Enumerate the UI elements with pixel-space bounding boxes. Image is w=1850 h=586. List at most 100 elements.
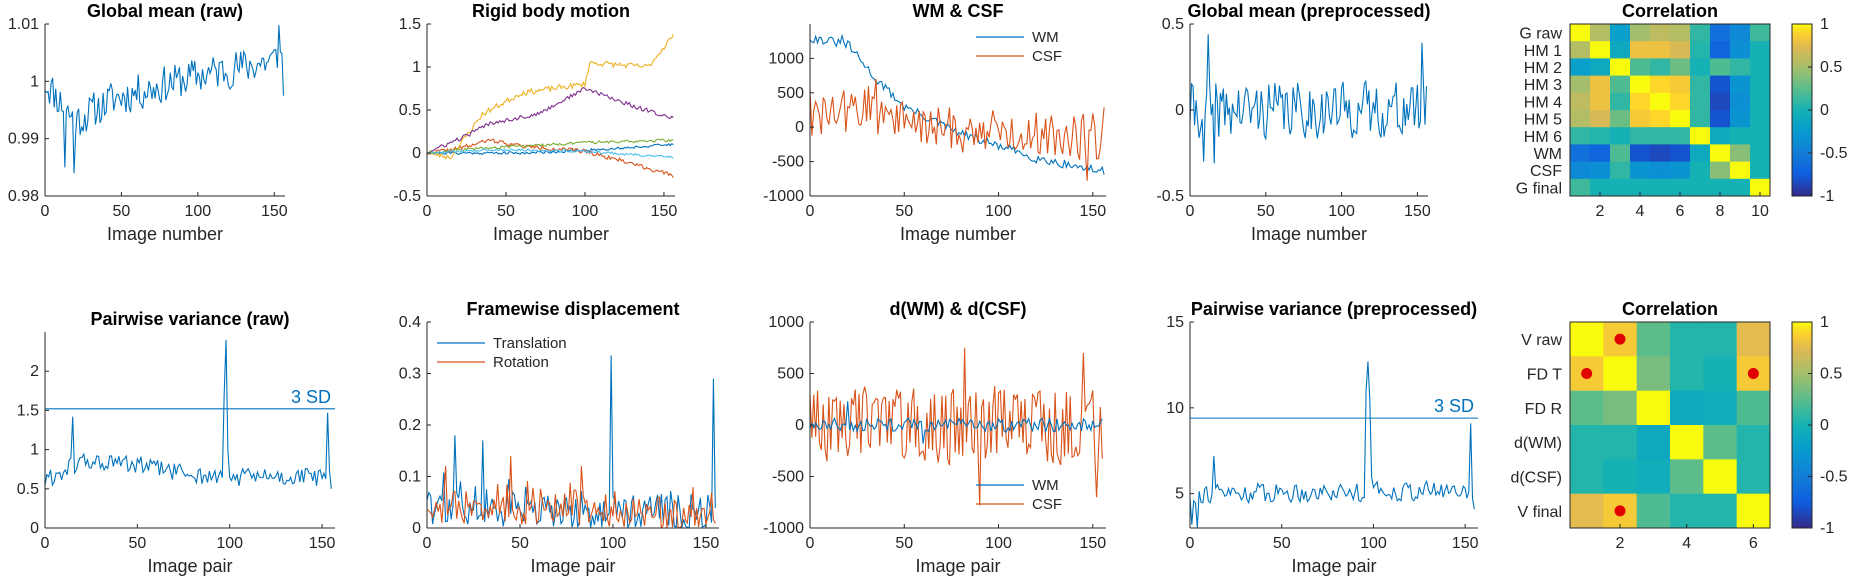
heatmap-cell xyxy=(1690,144,1711,163)
heatmap-cell xyxy=(1670,459,1704,495)
heatmap-cell xyxy=(1730,41,1751,59)
series-line-wm xyxy=(810,401,1103,444)
marker-dot xyxy=(1614,333,1626,345)
heatmap-cell xyxy=(1610,144,1631,163)
x-tick-label: 0 xyxy=(41,535,50,552)
row-label: HM 5 xyxy=(1524,112,1562,129)
heatmap-cell xyxy=(1570,58,1591,77)
x-tick-label: 4 xyxy=(1682,535,1691,552)
chart-title: d(WM) & d(CSF) xyxy=(890,299,1027,319)
heatmap-cell xyxy=(1650,110,1671,128)
y-tick-label: 0.5 xyxy=(399,102,421,119)
y-tick-label: 1.5 xyxy=(17,402,39,419)
heatmap-cell xyxy=(1670,75,1691,94)
series-line-csf xyxy=(810,78,1105,181)
heatmap-cell xyxy=(1603,390,1638,426)
y-tick-label: 10 xyxy=(1166,400,1184,417)
heatmap-cell xyxy=(1570,178,1591,197)
row-label: G raw xyxy=(1519,26,1562,43)
heatmap-cell xyxy=(1690,161,1711,180)
heatmap-cell xyxy=(1570,161,1591,180)
row-label: FD T xyxy=(1527,367,1562,384)
series-line-5 xyxy=(427,138,674,155)
heatmap-cell xyxy=(1570,24,1591,42)
x-tick-label: 50 xyxy=(113,203,131,220)
y-tick-label: 0.99 xyxy=(8,131,39,148)
heatmap-cell xyxy=(1690,75,1711,94)
x-tick-label: 50 xyxy=(1257,203,1275,220)
heatmap-cell xyxy=(1630,92,1651,111)
heatmap-cell xyxy=(1610,41,1631,59)
row-label: CSF xyxy=(1530,163,1562,180)
p9-plot: Pairwise variance (preprocessed) 3 SD 0 50 1… xyxy=(1166,299,1478,576)
x-tick-label: 0 xyxy=(806,203,815,220)
heatmap-cell xyxy=(1610,110,1631,128)
heatmap-cell xyxy=(1710,110,1731,128)
heatmap-cell xyxy=(1750,161,1771,180)
heatmap-cell xyxy=(1670,24,1691,42)
x-tick-label: 0 xyxy=(806,535,815,552)
x-tick-label: 150 xyxy=(1079,203,1106,220)
x-tick-label: 150 xyxy=(1404,203,1431,220)
heatmap-cell xyxy=(1670,178,1691,197)
y-tick-label: 0 xyxy=(1175,102,1184,119)
series-line-1 xyxy=(1190,34,1428,164)
heatmap-cell xyxy=(1703,493,1738,529)
colorbar-tick-label: -0.5 xyxy=(1820,469,1848,486)
p6-plot: Pairwise variance (raw) 3 SD 0 50 100 150 0 0.5… xyxy=(17,309,336,576)
chart-title: Global mean (preprocessed) xyxy=(1187,1,1430,21)
heatmap-cell xyxy=(1750,75,1771,94)
heatmap-cell xyxy=(1736,493,1771,529)
marker-dot xyxy=(1747,368,1759,379)
heatmap-cell xyxy=(1703,322,1738,357)
heatmap-cell xyxy=(1750,92,1771,111)
heatmap-cell xyxy=(1570,390,1604,426)
heatmap-cell xyxy=(1670,356,1704,392)
heatmap-cell xyxy=(1736,322,1771,357)
y-tick-label: 500 xyxy=(777,366,804,383)
heatmap-cell xyxy=(1670,41,1691,59)
colorbar-tick-label: -1 xyxy=(1820,188,1834,205)
colorbar-tick-label: 0 xyxy=(1820,417,1829,434)
legend-entry: Translation xyxy=(493,335,567,352)
x-tick-label: 2 xyxy=(1596,203,1605,220)
chart-title: Correlation xyxy=(1622,299,1718,319)
heatmap-cell xyxy=(1650,161,1671,180)
heatmap-cell xyxy=(1610,75,1631,94)
x-axis-label: Image number xyxy=(107,224,223,244)
heatmap-cell xyxy=(1590,75,1611,94)
heatmap-cell xyxy=(1650,178,1671,197)
heatmap-cell xyxy=(1650,41,1671,59)
row-label: d(WM) xyxy=(1514,435,1562,452)
heatmap-cell xyxy=(1710,41,1731,59)
heatmap-cell xyxy=(1590,144,1611,163)
heatmap-cell xyxy=(1750,24,1771,42)
heatmap-cell xyxy=(1636,356,1671,392)
heatmap-cell xyxy=(1590,58,1611,77)
y-tick-label: -500 xyxy=(772,469,804,486)
heatmap-cell xyxy=(1736,425,1771,460)
heatmap-cell xyxy=(1590,110,1611,128)
heatmap-cell xyxy=(1703,459,1738,495)
chart-title: WM & CSF xyxy=(913,1,1004,21)
x-tick-label: 150 xyxy=(1079,535,1106,552)
x-tick-label: 100 xyxy=(1328,203,1355,220)
series-line-1 xyxy=(427,143,674,156)
heatmap-cell xyxy=(1730,24,1751,42)
y-tick-label: 1 xyxy=(412,59,421,76)
x-tick-label: 8 xyxy=(1716,203,1725,220)
y-tick-label: -1000 xyxy=(763,188,804,205)
colorbar-tick-label: 1 xyxy=(1820,314,1829,331)
y-tick-label: 0.1 xyxy=(399,469,421,486)
y-tick-label: 0.4 xyxy=(399,314,421,331)
colorbar-tick-label: 0 xyxy=(1820,102,1829,119)
heatmap-cell xyxy=(1710,75,1731,94)
y-tick-label: 2 xyxy=(30,363,39,380)
heatmap-cell xyxy=(1636,425,1671,460)
p7-plot: Framewise displacement 0 50 100 150 0 0.1 0.2 0.… xyxy=(399,299,720,576)
row-label: d(CSF) xyxy=(1510,470,1562,487)
heatmap-cell xyxy=(1630,58,1651,77)
series-line-4 xyxy=(427,87,674,155)
